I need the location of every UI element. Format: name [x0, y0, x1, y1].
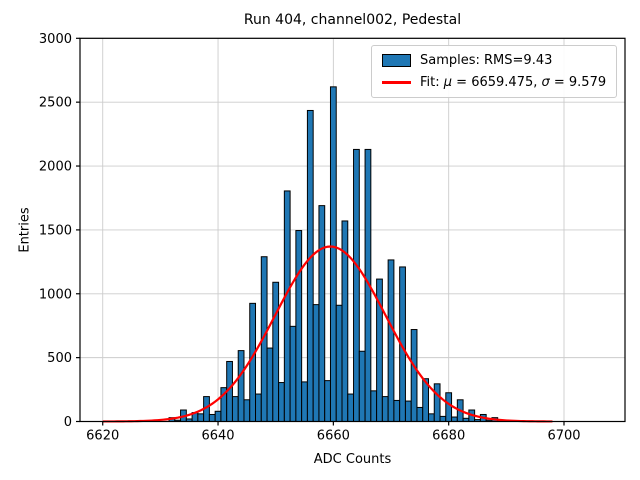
- histogram-bar: [312, 304, 320, 422]
- y-tick-label: 3000: [39, 32, 72, 47]
- histogram-swatch-icon: [382, 54, 411, 67]
- histogram-bar: [266, 347, 274, 423]
- legend-samples-label: Samples: RMS=9.43: [420, 53, 553, 68]
- histogram-bar: [306, 109, 314, 422]
- histogram-bar: [410, 329, 418, 423]
- plot-title: Run 404, channel002, Pedestal: [243, 12, 462, 28]
- histogram-bar: [433, 383, 441, 422]
- y-tick-label: 0: [64, 415, 72, 430]
- y-tick-label: 2000: [39, 160, 72, 175]
- x-tick-label: 6640: [201, 429, 234, 444]
- legend-entry-samples: Samples: RMS=9.43: [382, 53, 606, 68]
- y-tick-label: 2500: [39, 96, 72, 111]
- histogram-bar: [295, 230, 303, 422]
- histogram-bar: [329, 86, 337, 423]
- x-tick-label: 6680: [432, 429, 465, 444]
- fit-curve: [102, 245, 553, 423]
- x-tick-label: 6660: [317, 429, 350, 444]
- histogram-bar: [255, 393, 262, 422]
- fit-line-swatch-icon: [382, 81, 411, 84]
- histogram-bar: [358, 350, 366, 423]
- histogram-bar: [404, 400, 412, 422]
- mu-symbol: μ: [443, 75, 453, 90]
- histogram-bar: [445, 392, 453, 423]
- histogram-bar: [370, 390, 378, 422]
- sigma-symbol: σ: [541, 75, 550, 90]
- legend: Samples: RMS=9.43 Fit: μ = 6659.475, σ =…: [371, 45, 618, 98]
- histogram-bar: [243, 399, 251, 423]
- histogram-bar: [283, 190, 291, 422]
- histogram-bar: [272, 281, 280, 422]
- histogram-bar: [335, 304, 343, 422]
- y-tick-label: 500: [47, 351, 72, 366]
- histogram-bar: [214, 410, 222, 423]
- histogram-bar: [416, 406, 424, 423]
- histogram-bar: [439, 415, 447, 422]
- histogram-bar: [197, 413, 205, 422]
- histogram-bar: [353, 148, 360, 422]
- histogram-bar: [301, 381, 308, 423]
- histogram-bar: [208, 413, 216, 423]
- legend-entry-fit: Fit: μ = 6659.475, σ = 9.579: [382, 75, 606, 90]
- histogram-bar: [231, 396, 239, 423]
- histogram-bar: [237, 350, 245, 422]
- y-axis-label: Entries: [17, 207, 33, 253]
- histogram-bar: [387, 259, 395, 422]
- histogram-bar: [289, 325, 297, 422]
- x-tick-label: 6700: [547, 429, 580, 444]
- x-axis-label: ADC Counts: [313, 452, 392, 467]
- histogram-bar: [393, 399, 401, 423]
- histogram-bar: [324, 380, 331, 423]
- histogram-bar: [249, 302, 257, 423]
- histogram-bar: [381, 396, 389, 423]
- y-tick-label: 1000: [39, 287, 72, 302]
- legend-fit-label: Fit: μ = 6659.475, σ = 9.579: [420, 75, 607, 90]
- y-tick-label: 1500: [39, 223, 72, 238]
- histogram-bar: [347, 393, 355, 422]
- histogram-bar: [451, 416, 458, 422]
- x-tick-label: 6620: [86, 429, 119, 444]
- histogram-bar: [278, 382, 285, 422]
- histogram-bar: [427, 413, 435, 422]
- histogram-bar: [318, 205, 326, 422]
